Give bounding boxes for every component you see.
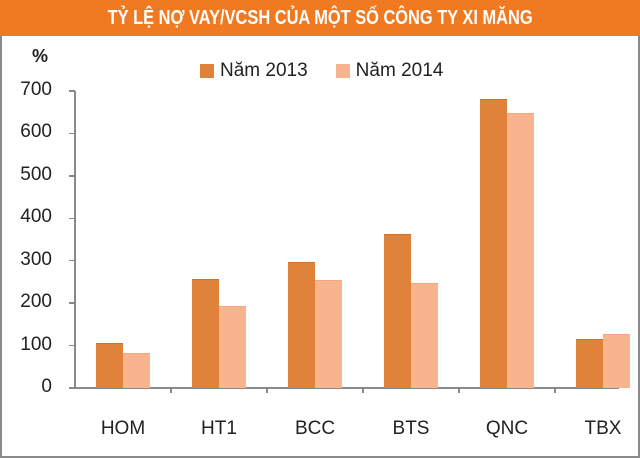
y-axis-line (74, 91, 76, 388)
y-axis-tick (69, 302, 75, 304)
x-axis-tick (362, 387, 364, 393)
y-axis-tick-label: 100 (20, 333, 52, 355)
bar-qnc-2013 (480, 99, 507, 388)
legend-swatch-2013 (200, 64, 214, 78)
y-axis-tick-label: 300 (20, 248, 52, 270)
x-axis-category-label: TBX (584, 418, 622, 439)
x-axis-tick (170, 387, 172, 393)
x-axis-tick (458, 387, 460, 393)
bar-bts-2014 (411, 282, 438, 388)
bar-tbx-2014 (603, 333, 630, 388)
legend-swatch-2014 (335, 64, 350, 78)
y-axis-tick (69, 387, 75, 389)
y-axis-tick-label: 500 (20, 163, 52, 185)
legend-label-2014: Năm 2014 (355, 60, 444, 81)
bar-bcc-2014 (315, 279, 342, 388)
bar-tbx-2013 (576, 338, 603, 388)
x-axis-category-label: BTS (392, 418, 430, 439)
chart-title: TỶ LỆ NỢ VAY/VCSH CỦA MỘT SỐ CÔNG TY XI … (107, 7, 533, 29)
legend-item-2013: Năm 2013 (200, 60, 308, 82)
x-axis-tick (554, 387, 556, 393)
bar-ht1-2014 (219, 305, 246, 388)
y-axis-tick-label: 200 (20, 291, 52, 313)
y-axis-tick-label: 400 (20, 206, 52, 228)
bar-hom-2013 (96, 343, 123, 388)
y-axis-tick-label: 700 (20, 79, 52, 100)
y-axis-tick (69, 175, 75, 177)
legend-item-2014: Năm 2014 (335, 60, 444, 82)
legend: Năm 2013 Năm 2014 (200, 60, 471, 82)
x-axis-category-label: HOM (100, 418, 146, 439)
y-axis-tick (69, 259, 75, 262)
y-axis-tick (69, 217, 75, 220)
y-axis-tick (69, 132, 75, 135)
chart-title-bar: TỶ LỆ NỢ VAY/VCSH CỦA MỘT SỐ CÔNG TY XI … (0, 0, 640, 36)
chart-panel (0, 36, 640, 458)
x-axis-tick (266, 387, 268, 393)
y-axis-tick-label: 600 (20, 121, 52, 143)
y-axis-tick-label: 0 (41, 376, 52, 397)
x-axis-category-label: QNC (485, 418, 529, 439)
bar-bcc-2013 (288, 262, 315, 388)
x-axis-category-label: HT1 (201, 418, 237, 439)
legend-label-2013: Năm 2013 (220, 60, 308, 81)
bar-qnc-2014 (507, 113, 534, 388)
y-axis-tick (69, 90, 75, 92)
x-axis-line (74, 387, 619, 389)
bar-hom-2014 (123, 352, 150, 388)
y-axis-unit-label: % (32, 46, 49, 66)
bar-ht1-2013 (192, 278, 219, 388)
bar-bts-2013 (384, 233, 411, 388)
x-axis-category-label: BCC (294, 418, 336, 439)
y-axis-tick (69, 344, 75, 347)
